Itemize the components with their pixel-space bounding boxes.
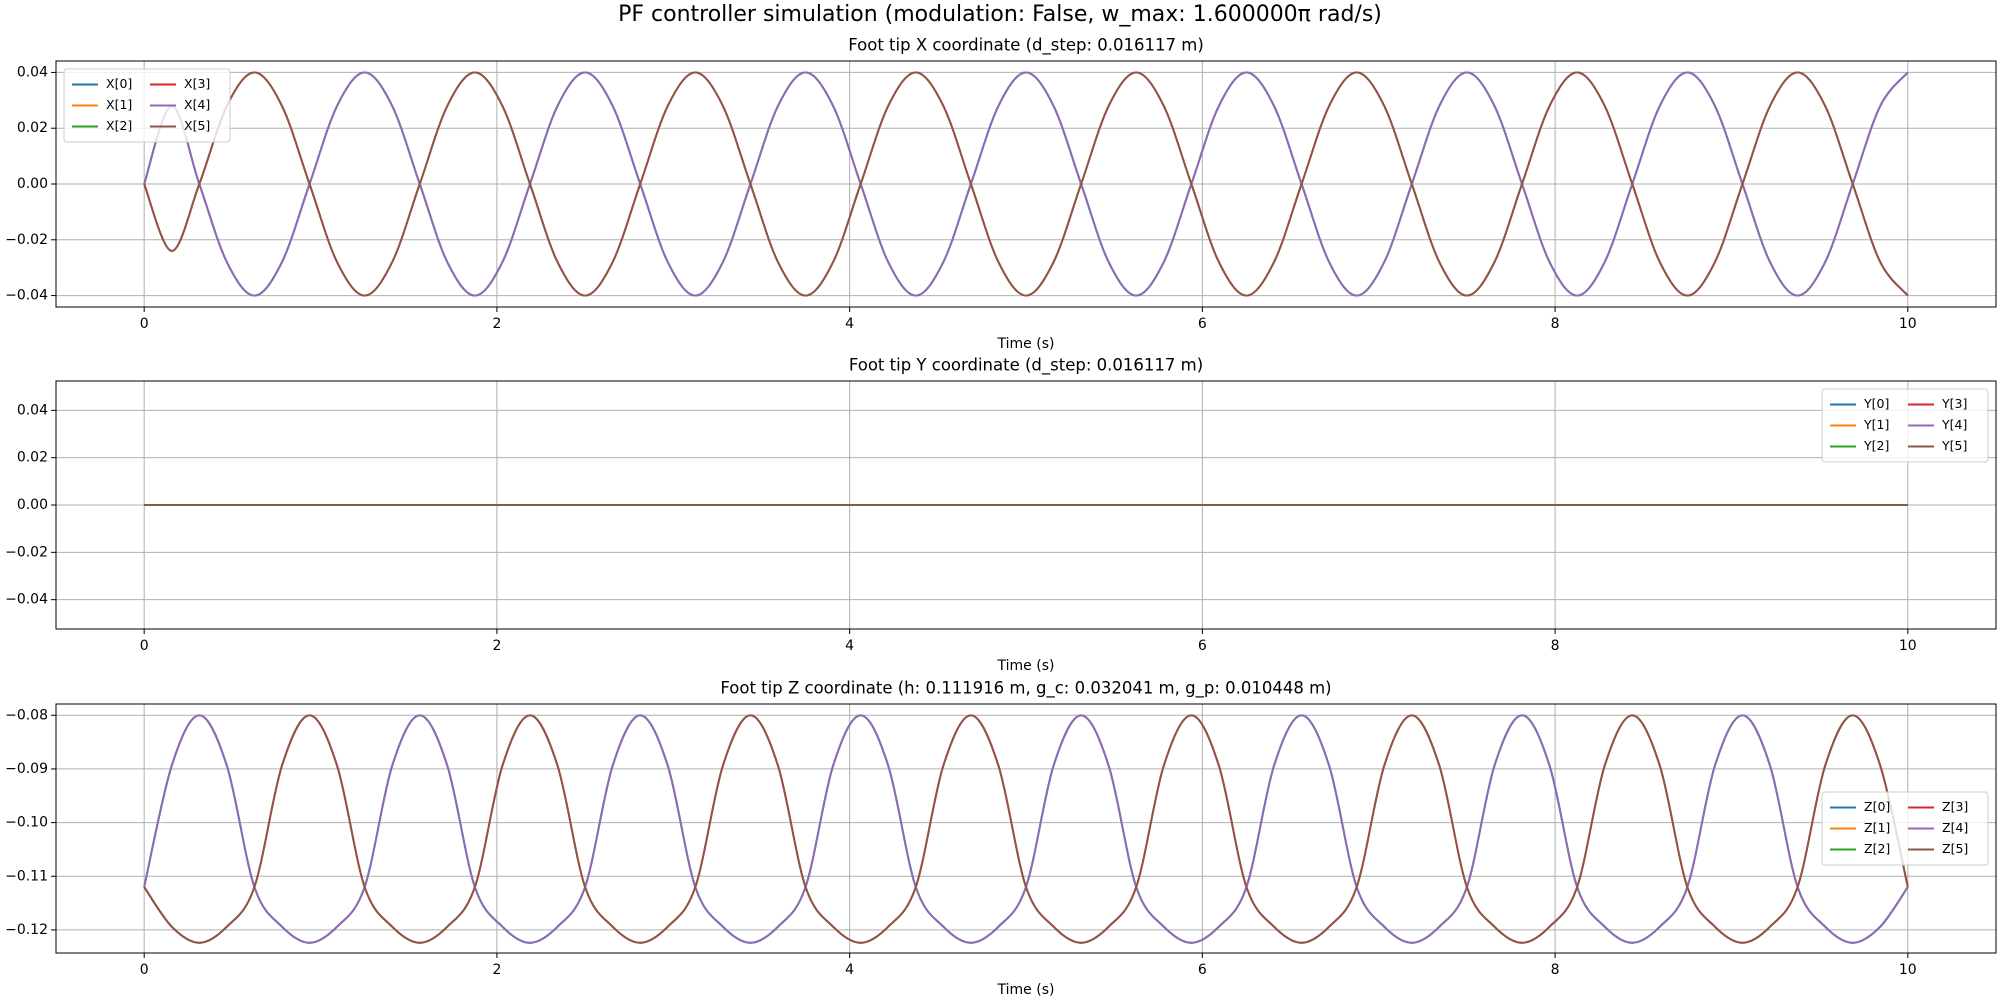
y-tick-label: −0.11 <box>5 868 48 884</box>
x-tick-label: 0 <box>140 316 149 332</box>
x-tick-label: 2 <box>492 962 501 978</box>
legend-label: Y[3] <box>1941 396 1967 411</box>
lines <box>143 71 1909 297</box>
lines <box>143 714 1909 944</box>
y-tick-label: −0.09 <box>5 761 48 777</box>
axes-frame <box>55 703 1997 954</box>
legend-label: X[4] <box>184 97 210 112</box>
y-tick-label: −0.08 <box>5 707 48 723</box>
legend-label: Y[2] <box>1863 438 1889 453</box>
x-tick-label: 6 <box>1198 316 1207 332</box>
x-tick-label: 6 <box>1198 638 1207 654</box>
legend-box <box>1821 791 1989 866</box>
x-tick-label: 2 <box>492 316 501 332</box>
x-axis-label: Time (s) <box>997 336 1055 352</box>
y-tick-label: −0.04 <box>5 288 48 304</box>
y-tick-label: −0.04 <box>5 592 48 608</box>
x-tick-label: 10 <box>1899 638 1917 654</box>
legend-label: Z[3] <box>1942 799 1968 814</box>
y-tick-label: 0.02 <box>17 450 48 466</box>
x-tick-label: 0 <box>140 638 149 654</box>
subplot: Foot tip X coordinate (d_step: 0.016117 … <box>5 36 1997 352</box>
legend-label: Z[5] <box>1942 841 1968 856</box>
subplot: Foot tip Z coordinate (h: 0.111916 m, g_… <box>5 679 1997 998</box>
y-tick-label: 0.04 <box>17 64 48 80</box>
y-tick-label: 0.00 <box>17 176 48 192</box>
legend-label: Z[1] <box>1864 820 1890 835</box>
y-tick-label: −0.02 <box>5 544 48 560</box>
legend: X[0] X[1] X[2] X[3] X[4] X[5] <box>63 68 231 143</box>
legend-label: X[5] <box>184 118 210 133</box>
legend-label: Y[1] <box>1863 417 1889 432</box>
legend-label: Z[2] <box>1864 841 1890 856</box>
axes-frame <box>55 60 1997 308</box>
x-tick-label: 8 <box>1551 962 1560 978</box>
x-tick-label: 2 <box>492 638 501 654</box>
subplot-title: Foot tip Y coordinate (d_step: 0.016117 … <box>849 356 1203 376</box>
legend-label: Y[0] <box>1863 396 1889 411</box>
legend: Y[0] Y[1] Y[2] Y[3] Y[4] Y[5] <box>1821 388 1989 463</box>
legend-label: X[0] <box>106 76 132 91</box>
x-tick-label: 8 <box>1551 638 1560 654</box>
legend-label: X[2] <box>106 118 132 133</box>
x-tick-label: 4 <box>845 638 854 654</box>
x-tick-label: 10 <box>1899 962 1917 978</box>
y-tick-label: −0.12 <box>5 922 48 938</box>
y-tick-label: −0.02 <box>5 232 48 248</box>
axes-frame <box>55 380 1997 630</box>
legend-label: X[1] <box>106 97 132 112</box>
series-line <box>143 71 1909 297</box>
y-tick-label: −0.10 <box>5 815 48 831</box>
subplot-title: Foot tip X coordinate (d_step: 0.016117 … <box>848 36 1204 56</box>
y-tick-label: 0.04 <box>17 402 48 418</box>
x-tick-label: 8 <box>1551 316 1560 332</box>
legend-box <box>1821 388 1989 463</box>
x-axis-label: Time (s) <box>997 658 1055 674</box>
x-tick-label: 0 <box>140 962 149 978</box>
series-line <box>143 71 1909 297</box>
legend-label: X[3] <box>184 76 210 91</box>
y-tick-label: 0.02 <box>17 120 48 136</box>
legend-box <box>63 68 231 143</box>
y-tick-label: 0.00 <box>17 497 48 513</box>
legend: Z[0] Z[1] Z[2] Z[3] Z[4] Z[5] <box>1821 791 1989 866</box>
legend-label: Z[4] <box>1942 820 1968 835</box>
x-tick-label: 4 <box>845 316 854 332</box>
series-line <box>143 714 1909 944</box>
legend-label: Y[4] <box>1941 417 1967 432</box>
subplot: Foot tip Y coordinate (d_step: 0.016117 … <box>5 356 1997 674</box>
legend-label: Z[0] <box>1864 799 1890 814</box>
x-axis-label: Time (s) <box>997 982 1055 998</box>
x-tick-label: 10 <box>1899 316 1917 332</box>
figure-title: PF controller simulation (modulation: Fa… <box>618 2 1382 27</box>
subplot-title: Foot tip Z coordinate (h: 0.111916 m, g_… <box>720 679 1331 699</box>
x-tick-label: 6 <box>1198 962 1207 978</box>
x-tick-label: 4 <box>845 962 854 978</box>
legend-label: Y[5] <box>1941 438 1967 453</box>
